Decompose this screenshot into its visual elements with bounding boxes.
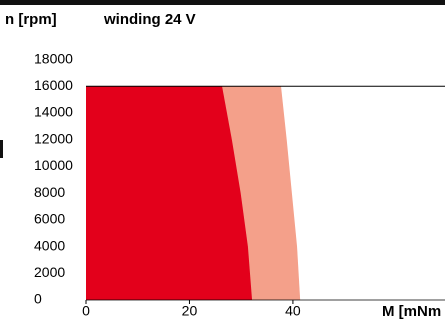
y-tick-label: 18000 xyxy=(34,50,73,66)
y-tick-label: 8000 xyxy=(34,184,65,200)
y-tick-label: 2000 xyxy=(34,264,65,280)
edge-mark xyxy=(0,140,3,158)
x-tick-label: 40 xyxy=(285,303,301,319)
x-tick-label: 20 xyxy=(182,303,198,319)
y-tick-label: 14000 xyxy=(34,104,73,120)
top-band xyxy=(0,0,445,5)
x-axis-label: M [mNm xyxy=(382,303,441,320)
y-tick-label: 0 xyxy=(34,291,42,307)
y-tick-label: 4000 xyxy=(34,237,65,253)
y-tick-label: 10000 xyxy=(34,157,73,173)
area xyxy=(86,86,253,300)
x-tick-label: 0 xyxy=(82,303,90,319)
y-axis-label: n [rpm] xyxy=(5,11,57,28)
y-tick-label: 6000 xyxy=(34,211,65,227)
y-tick-label: 12000 xyxy=(34,130,73,146)
y-tick-label: 16000 xyxy=(34,77,73,93)
chart-title: winding 24 V xyxy=(103,11,196,28)
